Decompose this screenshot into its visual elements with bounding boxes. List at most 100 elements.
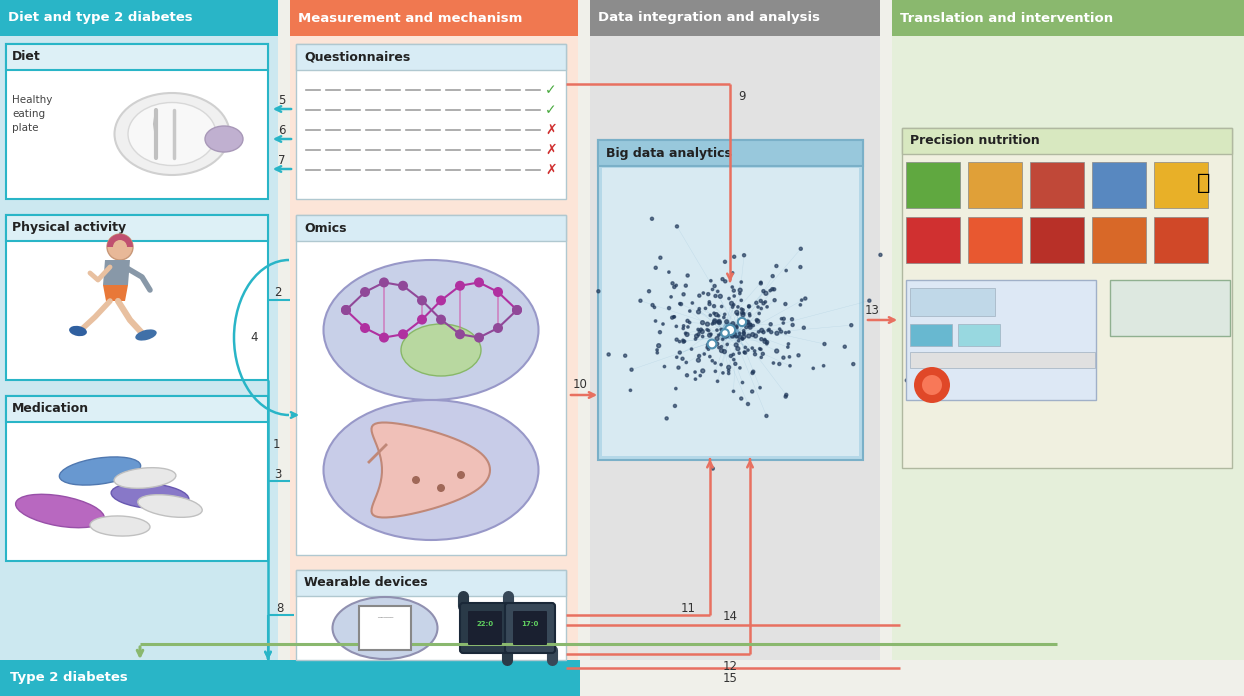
Point bbox=[669, 347, 689, 358]
Point bbox=[730, 285, 750, 296]
Wedge shape bbox=[107, 234, 133, 247]
Text: Omics: Omics bbox=[304, 221, 347, 235]
Point bbox=[688, 354, 708, 365]
Bar bbox=[1154, 162, 1208, 208]
Point bbox=[674, 320, 694, 331]
Bar bbox=[602, 168, 860, 456]
Point bbox=[699, 330, 719, 341]
Point bbox=[730, 328, 750, 339]
Bar bbox=[6, 44, 267, 70]
Point bbox=[685, 367, 705, 378]
Text: 17:0: 17:0 bbox=[521, 621, 539, 627]
Point bbox=[782, 319, 802, 331]
Point bbox=[648, 340, 668, 351]
Point bbox=[734, 308, 754, 319]
Text: 13: 13 bbox=[865, 303, 880, 317]
Point bbox=[682, 344, 702, 355]
Text: 🧬: 🧬 bbox=[1197, 173, 1210, 193]
Point bbox=[745, 345, 765, 356]
Point bbox=[639, 285, 659, 296]
Point bbox=[719, 326, 739, 338]
Point bbox=[667, 351, 687, 363]
Point bbox=[723, 281, 743, 292]
Point bbox=[749, 308, 769, 319]
Point bbox=[770, 324, 790, 335]
Point bbox=[643, 299, 663, 310]
Point bbox=[718, 339, 738, 350]
Point bbox=[669, 336, 689, 347]
Circle shape bbox=[417, 315, 427, 324]
Bar bbox=[958, 324, 1000, 346]
Point bbox=[719, 365, 739, 377]
Bar bbox=[6, 215, 267, 380]
Point bbox=[702, 338, 722, 349]
Bar bbox=[902, 128, 1232, 154]
Point bbox=[730, 331, 750, 342]
FancyBboxPatch shape bbox=[460, 603, 510, 653]
Point bbox=[766, 260, 786, 271]
Point bbox=[724, 329, 744, 340]
Point bbox=[703, 284, 723, 295]
Point bbox=[723, 318, 743, 329]
Point bbox=[739, 301, 759, 312]
Point bbox=[664, 281, 684, 292]
Point bbox=[710, 291, 730, 302]
Point bbox=[647, 345, 667, 356]
Point bbox=[678, 270, 698, 281]
Point bbox=[790, 262, 810, 273]
Text: 14: 14 bbox=[723, 610, 738, 622]
Circle shape bbox=[437, 484, 445, 492]
Ellipse shape bbox=[60, 457, 141, 485]
Point bbox=[720, 324, 740, 335]
Text: 22:0: 22:0 bbox=[476, 621, 494, 627]
Point bbox=[703, 318, 723, 329]
Point bbox=[714, 312, 734, 323]
Point bbox=[705, 315, 725, 326]
FancyBboxPatch shape bbox=[513, 611, 547, 645]
Point bbox=[699, 344, 719, 355]
Point bbox=[700, 275, 720, 286]
Point bbox=[771, 326, 791, 337]
Point bbox=[709, 330, 729, 341]
Point bbox=[646, 315, 666, 326]
Point bbox=[683, 297, 703, 308]
Circle shape bbox=[398, 329, 408, 339]
Point bbox=[715, 309, 735, 320]
Point bbox=[740, 319, 760, 331]
Point bbox=[731, 276, 751, 287]
Ellipse shape bbox=[16, 494, 104, 528]
Point bbox=[698, 289, 718, 300]
Point bbox=[780, 351, 800, 363]
Bar bbox=[0, 36, 277, 660]
Bar bbox=[296, 44, 566, 199]
Point bbox=[761, 326, 781, 338]
Point bbox=[700, 310, 720, 321]
Point bbox=[724, 290, 744, 301]
Bar bbox=[6, 215, 267, 241]
Point bbox=[779, 326, 799, 338]
Point bbox=[738, 317, 758, 328]
Point bbox=[644, 302, 664, 313]
Point bbox=[782, 314, 802, 325]
Point bbox=[780, 361, 800, 372]
Point bbox=[677, 370, 697, 381]
Point bbox=[734, 328, 754, 339]
Point bbox=[860, 295, 880, 306]
Point bbox=[756, 287, 776, 299]
Point bbox=[795, 293, 815, 304]
Point bbox=[814, 361, 833, 372]
Point bbox=[740, 319, 760, 330]
Point bbox=[690, 324, 710, 335]
Point bbox=[673, 323, 693, 334]
Text: Translation and intervention: Translation and intervention bbox=[899, 12, 1113, 24]
Point bbox=[841, 319, 861, 331]
Point bbox=[720, 322, 740, 333]
Bar bbox=[911, 324, 952, 346]
Point bbox=[735, 317, 755, 328]
Point bbox=[739, 301, 759, 313]
Point bbox=[775, 299, 795, 310]
Bar bbox=[290, 0, 578, 36]
Point bbox=[622, 364, 642, 375]
Point bbox=[774, 352, 794, 363]
Polygon shape bbox=[372, 422, 490, 517]
